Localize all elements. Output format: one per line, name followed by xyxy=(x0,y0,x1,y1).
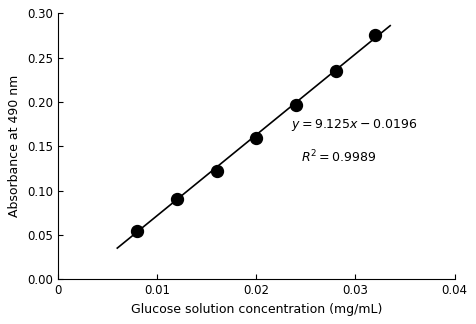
Text: $y = 9.125x - 0.0196$: $y = 9.125x - 0.0196$ xyxy=(291,117,417,133)
Point xyxy=(332,68,339,74)
Point xyxy=(133,229,141,234)
Point xyxy=(252,136,260,141)
Point xyxy=(371,33,379,38)
Point xyxy=(292,102,300,107)
X-axis label: Glucose solution concentration (mg/mL): Glucose solution concentration (mg/mL) xyxy=(130,303,382,316)
Y-axis label: Absorbance at 490 nm: Absorbance at 490 nm xyxy=(9,75,21,217)
Point xyxy=(213,168,220,174)
Point xyxy=(173,196,180,201)
Text: $R^2 = 0.9989$: $R^2 = 0.9989$ xyxy=(301,149,377,166)
